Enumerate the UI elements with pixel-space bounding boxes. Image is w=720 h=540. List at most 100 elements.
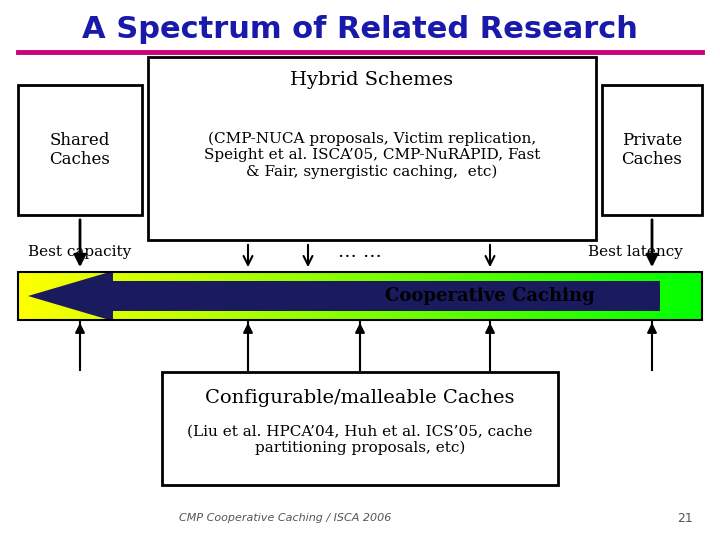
Bar — [303, 272, 306, 320]
Bar — [36, 272, 39, 320]
Bar — [515, 272, 518, 320]
Bar — [310, 272, 312, 320]
Bar — [472, 272, 474, 320]
Bar — [57, 272, 60, 320]
FancyArrow shape — [28, 271, 660, 321]
Bar — [223, 272, 226, 320]
Bar — [395, 272, 397, 320]
Bar — [462, 272, 465, 320]
Text: Shared
Caches: Shared Caches — [50, 132, 110, 168]
Bar — [387, 272, 390, 320]
Bar — [449, 272, 451, 320]
Bar — [205, 272, 208, 320]
Bar — [585, 272, 588, 320]
Bar — [659, 272, 662, 320]
Text: A Spectrum of Related Research: A Spectrum of Related Research — [82, 16, 638, 44]
Bar — [194, 272, 197, 320]
Bar — [665, 272, 668, 320]
Bar — [483, 272, 486, 320]
Bar — [203, 272, 205, 320]
Bar — [77, 272, 80, 320]
Bar — [89, 272, 91, 320]
Bar — [657, 272, 660, 320]
Bar — [219, 272, 222, 320]
Bar — [276, 272, 279, 320]
Bar — [495, 272, 498, 320]
Bar — [629, 272, 632, 320]
Bar — [346, 272, 349, 320]
Bar — [109, 272, 112, 320]
Bar — [613, 272, 616, 320]
Bar — [577, 272, 580, 320]
Bar — [385, 272, 388, 320]
Bar — [602, 272, 605, 320]
Bar — [216, 272, 219, 320]
Bar — [243, 272, 246, 320]
Bar — [538, 272, 541, 320]
Bar — [196, 272, 199, 320]
Bar — [66, 272, 68, 320]
Bar — [255, 272, 258, 320]
Bar — [563, 272, 566, 320]
Bar — [372, 272, 374, 320]
Bar — [127, 272, 130, 320]
Bar — [677, 272, 680, 320]
Bar — [508, 272, 511, 320]
Bar — [506, 272, 509, 320]
Bar — [647, 272, 650, 320]
Text: Private
Caches: Private Caches — [621, 132, 683, 168]
Bar — [98, 272, 101, 320]
Bar — [360, 272, 363, 320]
Bar — [325, 272, 328, 320]
Bar — [356, 272, 359, 320]
Bar — [444, 272, 447, 320]
Bar — [299, 272, 301, 320]
Text: Cooperative Caching: Cooperative Caching — [385, 287, 595, 305]
Bar — [27, 272, 30, 320]
Bar — [43, 272, 46, 320]
Bar — [554, 272, 557, 320]
Bar — [112, 272, 114, 320]
FancyBboxPatch shape — [18, 85, 142, 215]
Bar — [207, 272, 210, 320]
Bar — [413, 272, 415, 320]
Bar — [30, 272, 32, 320]
Bar — [696, 272, 698, 320]
Bar — [312, 272, 315, 320]
Bar — [469, 272, 472, 320]
Bar — [570, 272, 572, 320]
Bar — [233, 272, 235, 320]
Bar — [403, 272, 406, 320]
Bar — [171, 272, 174, 320]
Bar — [317, 272, 320, 320]
Bar — [542, 272, 545, 320]
Bar — [426, 272, 429, 320]
Bar — [173, 272, 176, 320]
Bar — [351, 272, 354, 320]
Bar — [378, 272, 381, 320]
Text: Best capacity: Best capacity — [28, 245, 132, 259]
Bar — [278, 272, 281, 320]
Bar — [134, 272, 137, 320]
Bar — [164, 272, 167, 320]
Bar — [588, 272, 591, 320]
Bar — [153, 272, 156, 320]
Bar — [75, 272, 78, 320]
Bar — [246, 272, 249, 320]
Bar — [321, 272, 324, 320]
Bar — [595, 272, 598, 320]
Text: 21: 21 — [677, 511, 693, 524]
Bar — [168, 272, 171, 320]
Bar — [50, 272, 53, 320]
Bar — [599, 272, 602, 320]
Text: Hybrid Schemes: Hybrid Schemes — [290, 71, 454, 89]
Bar — [48, 272, 50, 320]
Bar — [271, 272, 274, 320]
Bar — [604, 272, 607, 320]
Bar — [18, 272, 702, 320]
Bar — [374, 272, 377, 320]
Bar — [581, 272, 584, 320]
Bar — [540, 272, 543, 320]
Bar — [282, 272, 285, 320]
Bar — [626, 272, 629, 320]
